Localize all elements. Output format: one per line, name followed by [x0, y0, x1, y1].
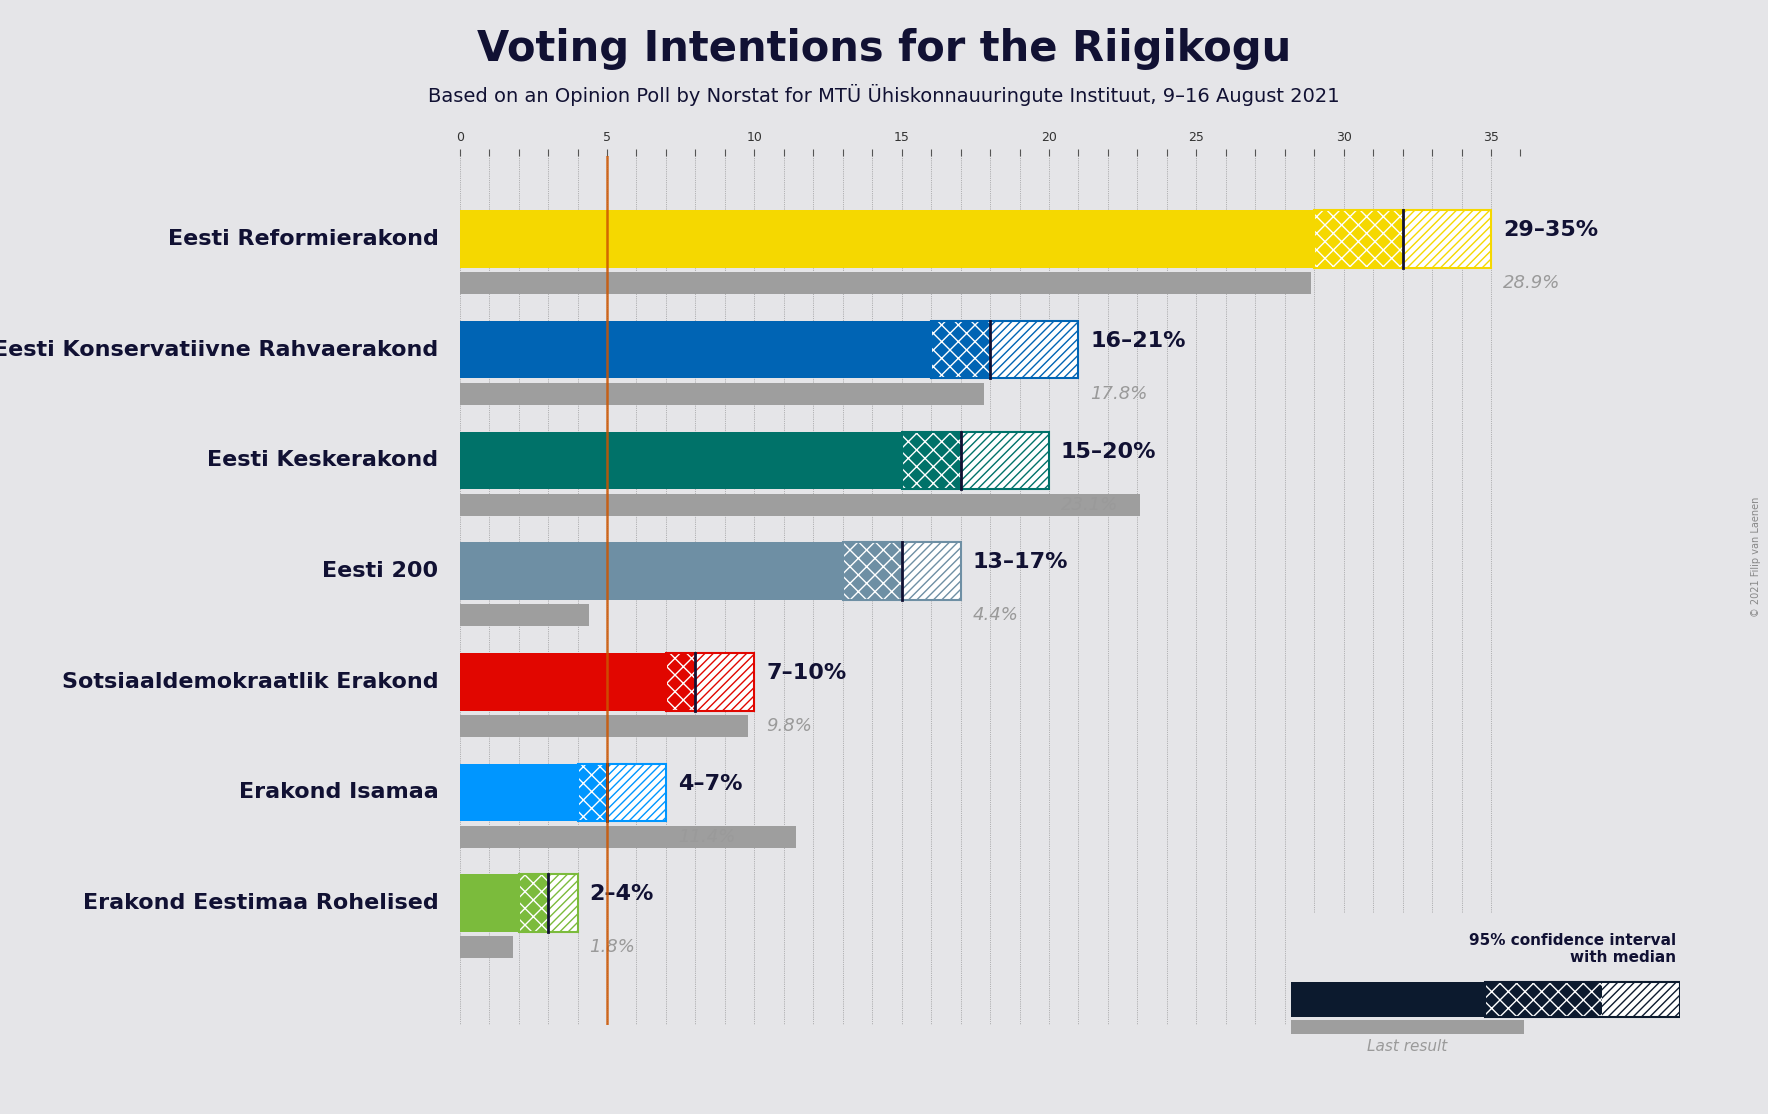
Bar — [902, 543, 960, 599]
Bar — [990, 321, 1078, 379]
Bar — [518, 874, 548, 932]
Text: Sotsiaaldemokraatlik Erakond: Sotsiaaldemokraatlik Erakond — [62, 672, 438, 692]
Bar — [606, 764, 667, 821]
Bar — [460, 653, 667, 711]
Bar — [932, 321, 1078, 379]
Text: 13–17%: 13–17% — [972, 553, 1068, 573]
Text: 4–7%: 4–7% — [677, 773, 743, 793]
Text: 23.1%: 23.1% — [1061, 496, 1117, 514]
Bar — [460, 211, 1314, 267]
Bar — [902, 431, 960, 489]
Bar — [1485, 981, 1680, 1017]
Text: Eesti Keskerakond: Eesti Keskerakond — [207, 450, 438, 470]
Bar — [460, 764, 578, 821]
Bar — [460, 272, 1312, 294]
Bar — [460, 604, 589, 626]
Text: 16–21%: 16–21% — [1091, 331, 1186, 351]
Text: 7–10%: 7–10% — [766, 663, 847, 683]
Bar — [1291, 981, 1485, 1017]
Text: Eesti Konservatiivne Rahvaerakond: Eesti Konservatiivne Rahvaerakond — [0, 340, 438, 360]
Bar — [460, 383, 985, 405]
Text: 17.8%: 17.8% — [1091, 385, 1147, 403]
Bar — [1291, 1020, 1524, 1034]
Text: Eesti 200: Eesti 200 — [322, 561, 438, 582]
Bar — [460, 825, 796, 848]
Bar — [578, 764, 606, 821]
Bar — [902, 431, 1048, 489]
Text: 4.4%: 4.4% — [972, 606, 1018, 624]
Bar — [460, 543, 843, 599]
Bar — [460, 321, 932, 379]
Text: 29–35%: 29–35% — [1503, 221, 1598, 241]
Bar — [843, 543, 902, 599]
Bar — [1314, 211, 1402, 267]
Text: Last result: Last result — [1367, 1039, 1448, 1055]
Text: 1.8%: 1.8% — [589, 938, 635, 957]
Text: 11.4%: 11.4% — [677, 828, 735, 846]
Bar — [460, 874, 518, 932]
Bar — [667, 653, 755, 711]
Bar — [667, 653, 695, 711]
Bar — [548, 874, 578, 932]
Text: 28.9%: 28.9% — [1503, 274, 1559, 292]
Bar — [460, 494, 1140, 516]
Bar — [460, 431, 902, 489]
Bar — [1314, 211, 1490, 267]
Bar — [1602, 981, 1680, 1017]
Bar — [843, 543, 960, 599]
Text: 95% confidence interval
with median: 95% confidence interval with median — [1469, 934, 1676, 966]
Bar — [1402, 211, 1490, 267]
Text: 15–20%: 15–20% — [1061, 441, 1156, 461]
Text: 2–4%: 2–4% — [589, 885, 654, 905]
Bar — [1485, 981, 1602, 1017]
Bar — [460, 715, 748, 737]
Bar — [460, 937, 513, 958]
Bar — [518, 874, 578, 932]
Text: 9.8%: 9.8% — [766, 717, 812, 735]
Bar — [578, 764, 667, 821]
Text: Eesti Reformierakond: Eesti Reformierakond — [168, 229, 438, 248]
Text: Based on an Opinion Poll by Norstat for MTÜ Ühiskonnauuringute Instituut, 9–16 A: Based on an Opinion Poll by Norstat for … — [428, 84, 1340, 106]
Bar — [695, 653, 755, 711]
Text: Erakond Eestimaa Rohelised: Erakond Eestimaa Rohelised — [83, 893, 438, 913]
Text: Voting Intentions for the Riigikogu: Voting Intentions for the Riigikogu — [477, 28, 1291, 70]
Bar — [960, 431, 1048, 489]
Text: Erakond Isamaa: Erakond Isamaa — [239, 782, 438, 802]
Bar — [932, 321, 990, 379]
Text: © 2021 Filip van Laenen: © 2021 Filip van Laenen — [1750, 497, 1761, 617]
